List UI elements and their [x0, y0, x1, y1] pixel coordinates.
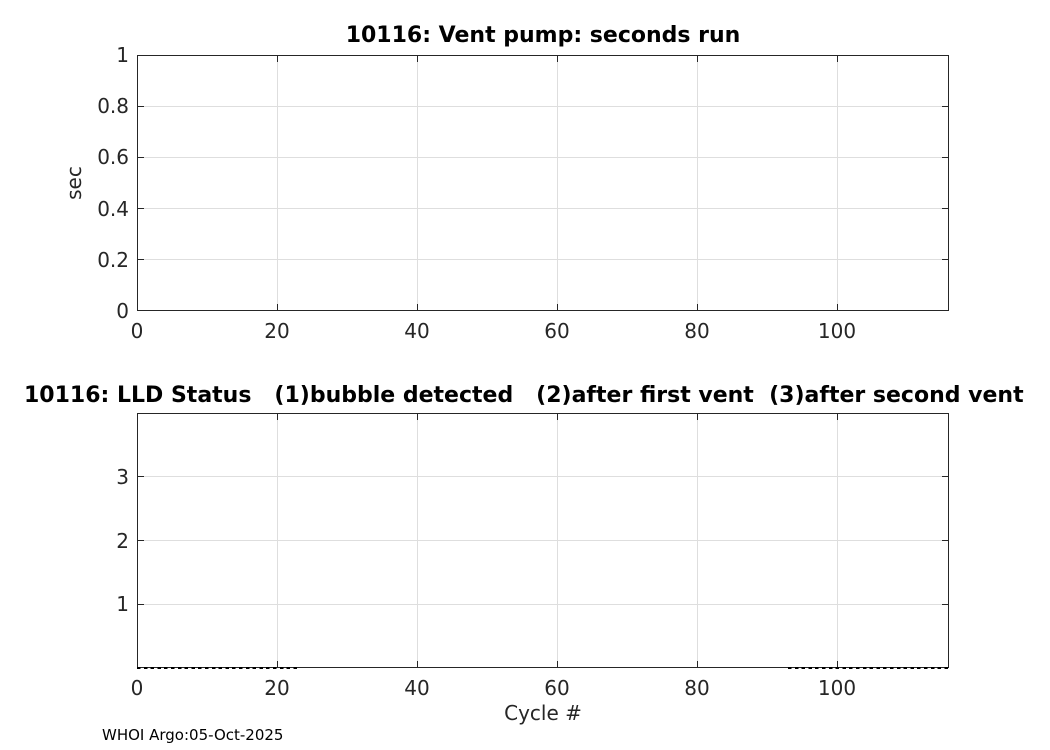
- x-tick-top: [276, 414, 278, 420]
- y-gridline: [137, 540, 949, 541]
- y-tick-right: [942, 476, 948, 478]
- x-tick-top: [416, 414, 418, 420]
- footer-timestamp: WHOI Argo:05-Oct-2025: [102, 726, 284, 744]
- x-gridline: [556, 55, 558, 311]
- x-tick-top: [276, 56, 278, 62]
- y-tick-label: 0.4: [97, 196, 129, 221]
- x-tick-bottom: [836, 661, 838, 667]
- y-tick-label: 0.8: [97, 94, 129, 119]
- x-tick-bottom: [416, 661, 418, 667]
- x-tick-bottom: [556, 661, 558, 667]
- x-gridline: [836, 55, 838, 311]
- x-tick-label: 0: [130, 676, 144, 700]
- y-tick-right: [942, 259, 948, 261]
- bottom-plot-axes: [137, 413, 949, 668]
- x-tick-bottom: [696, 661, 698, 667]
- top-plot-ylabel: sec: [62, 166, 86, 200]
- y-tick-left: [138, 156, 144, 158]
- x-gridline: [276, 55, 278, 311]
- y-gridline: [137, 476, 949, 478]
- x-tick-label: 100: [817, 319, 857, 343]
- y-tick-left: [138, 603, 144, 605]
- x-tick-label: 40: [404, 319, 430, 343]
- y-tick-label: 3: [116, 464, 129, 489]
- y-gridline: [137, 259, 949, 261]
- x-tick-top: [836, 414, 838, 420]
- y-tick-left: [138, 105, 144, 107]
- x-tick-bottom: [416, 304, 418, 310]
- x-axis-label: Cycle #: [504, 701, 582, 725]
- lld-status-line: [137, 666, 298, 670]
- y-tick-right: [942, 603, 948, 605]
- x-tick-label: 60: [544, 676, 570, 700]
- x-tick-top: [696, 56, 698, 62]
- y-tick-label: 1: [116, 43, 129, 67]
- x-tick-label: 80: [684, 676, 710, 700]
- x-tick-label: 40: [404, 676, 430, 700]
- x-gridline: [696, 55, 698, 311]
- y-tick-right: [942, 105, 948, 107]
- y-tick-left: [138, 208, 144, 210]
- x-tick-bottom: [276, 661, 278, 667]
- x-tick-bottom: [836, 304, 838, 310]
- y-tick-label: 2: [116, 528, 129, 553]
- y-tick-left: [138, 259, 144, 261]
- x-tick-top: [556, 56, 558, 62]
- x-tick-label: 60: [544, 319, 570, 343]
- x-tick-bottom: [276, 304, 278, 310]
- y-gridline: [137, 208, 949, 210]
- y-tick-label: 0: [116, 299, 129, 323]
- y-tick-left: [138, 476, 144, 478]
- y-tick-right: [942, 540, 948, 541]
- x-tick-bottom: [696, 304, 698, 310]
- x-tick-top: [696, 414, 698, 420]
- x-tick-label: 100: [817, 676, 857, 700]
- x-tick-label: 20: [264, 676, 290, 700]
- y-tick-label: 0.6: [97, 145, 129, 170]
- x-tick-bottom: [556, 304, 558, 310]
- y-gridline: [137, 603, 949, 605]
- x-tick-label: 20: [264, 319, 290, 343]
- y-tick-right: [942, 208, 948, 210]
- y-tick-right: [942, 156, 948, 158]
- y-tick-left: [138, 540, 144, 541]
- y-tick-label: 1: [116, 592, 129, 617]
- x-tick-label: 0: [130, 319, 144, 343]
- x-tick-label: 80: [684, 319, 710, 343]
- top-plot-title: 10116: Vent pump: seconds run: [345, 23, 741, 48]
- bottom-plot-title: 10116: LLD Status (1)bubble detected (2)…: [24, 383, 1024, 408]
- y-gridline: [137, 156, 949, 158]
- x-tick-top: [556, 414, 558, 420]
- y-gridline: [137, 105, 949, 107]
- top-plot-axes: [137, 55, 949, 311]
- x-tick-top: [836, 56, 838, 62]
- x-gridline: [416, 55, 418, 311]
- y-tick-label: 0.2: [97, 247, 129, 272]
- lld-status-line: [788, 666, 949, 670]
- x-tick-top: [416, 56, 418, 62]
